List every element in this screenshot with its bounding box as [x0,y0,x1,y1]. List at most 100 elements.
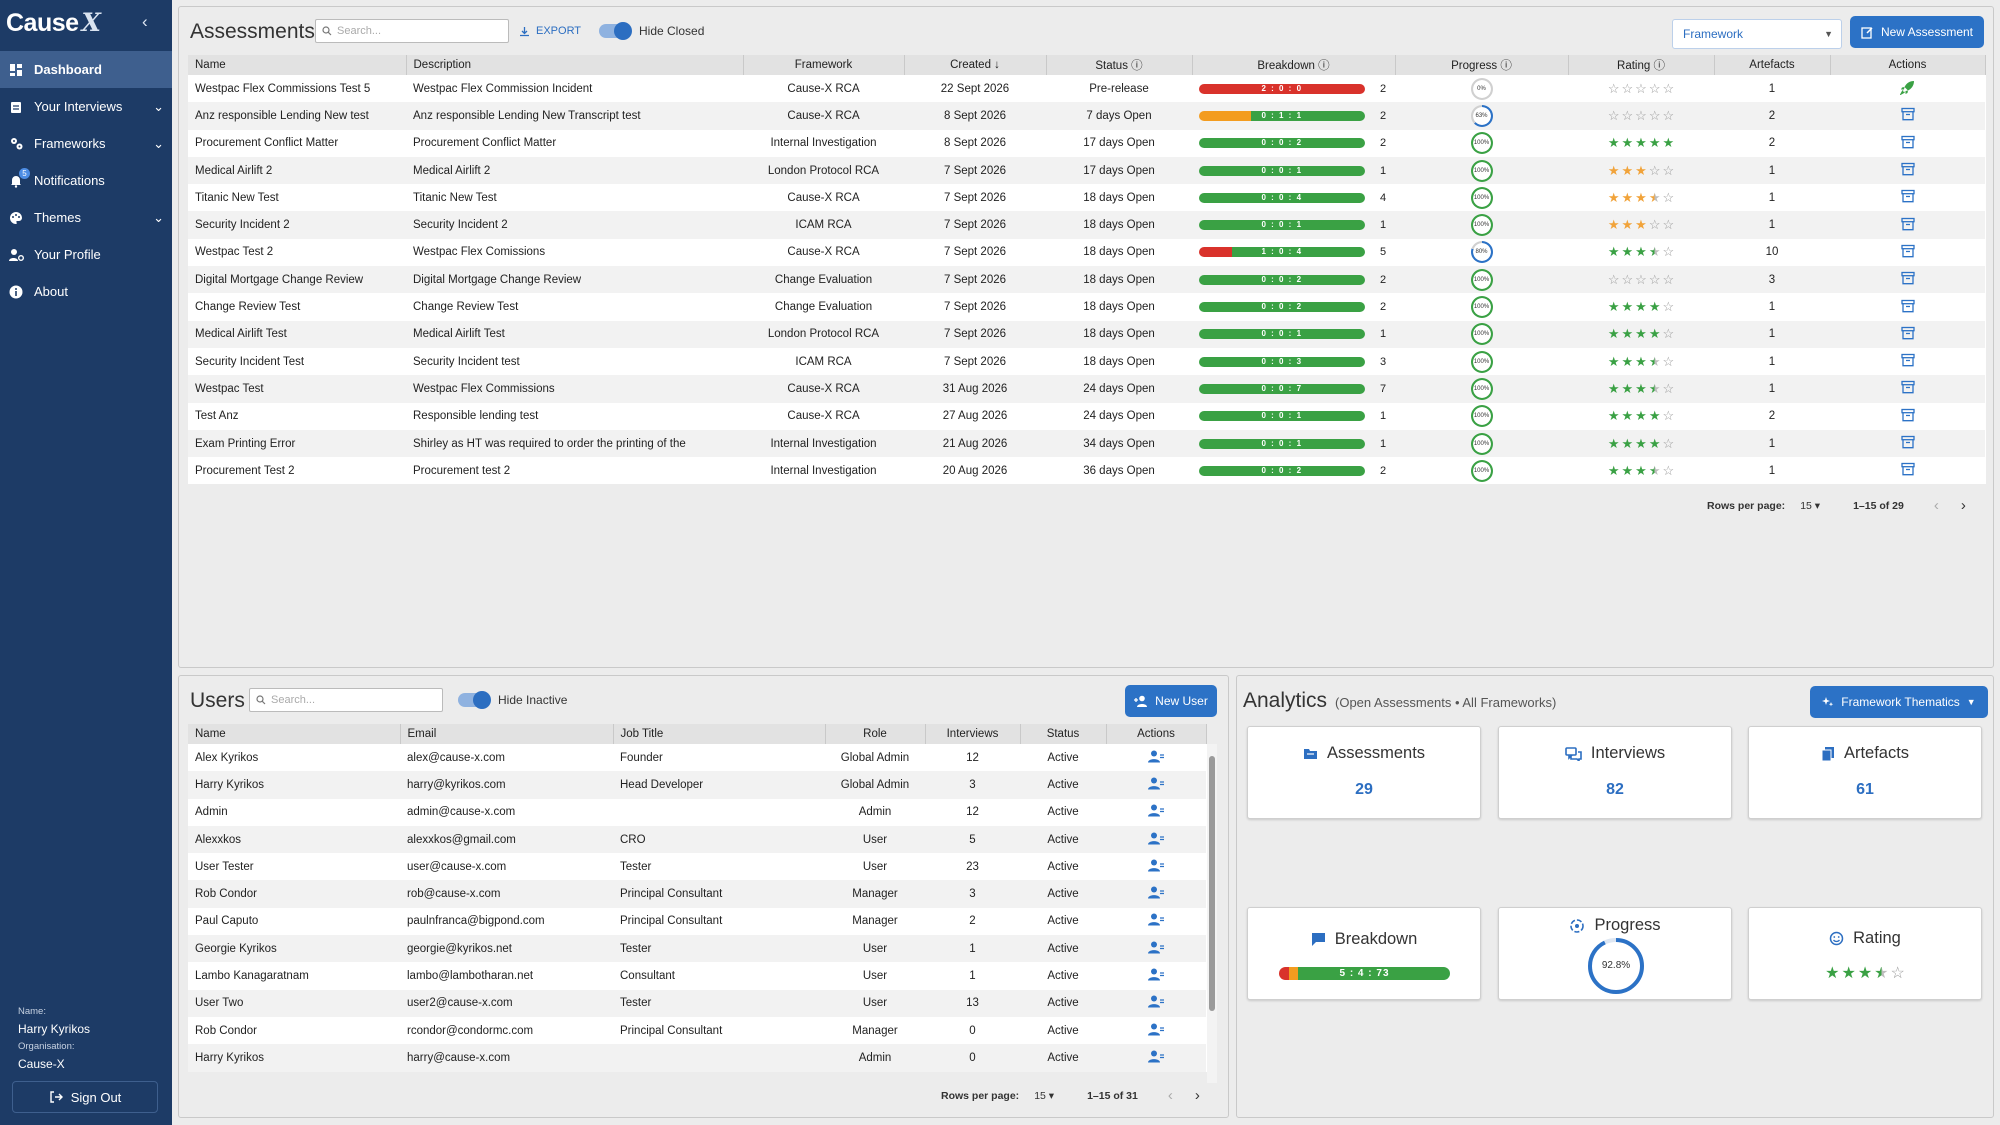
archive-icon[interactable] [1900,272,1915,288]
edit-user-icon[interactable] [1148,859,1164,875]
assessment-name[interactable]: Westpac Test 2 [195,246,274,259]
app-logo[interactable]: Cause X [6,8,101,37]
table-row[interactable]: Harry Kyrikos harry@kyrikos.com Head Devel… [188,771,1206,799]
assessment-name[interactable]: Change Review Test [195,301,301,314]
table-row[interactable]: Georgie Kyrikos georgie@kyrikos.net Tester… [188,935,1206,963]
edit-user-icon[interactable] [1148,886,1164,902]
edit-user-icon[interactable] [1148,1023,1164,1039]
rating-stat-card[interactable]: Rating ★ ★ ★ ★ ☆ [1748,907,1982,1000]
column-header-status[interactable]: Status [1020,724,1107,744]
archive-icon[interactable] [1900,108,1915,124]
rows-per-page-select[interactable]: 15 ▾ [1034,1089,1055,1102]
framework-select[interactable]: Framework ▼ [1672,19,1842,49]
rocket-icon[interactable] [1899,80,1915,98]
column-header-created[interactable]: Created ↓ [904,55,1047,75]
table-row[interactable]: Rob Condor rcondor@condormc.com Principal … [188,1017,1206,1044]
table-row[interactable]: User Tester user@cause-x.com Tester User 23 A… [188,853,1206,880]
assessment-name[interactable]: Westpac Test [188,375,406,403]
table-row[interactable]: Alex Kyrikos alex@cause-x.com Founder Globa… [188,744,1206,771]
table-row[interactable]: Security Incident 2 Security Incident 2 IC… [188,211,1985,239]
edit-user-icon[interactable] [1148,750,1164,766]
framework-thematics-dropdown[interactable]: Framework Thematics ▼ [1810,686,1988,718]
hide-inactive-toggle[interactable]: Hide Inactive [458,691,567,709]
assessment-name[interactable]: Medical Airlift 2 [188,156,406,185]
archive-icon[interactable] [1900,217,1915,234]
column-header-name[interactable]: Name [188,55,407,75]
assessment-name[interactable]: Digital Mortgage Change Review [188,266,406,294]
edit-user-icon[interactable] [1148,913,1164,929]
table-row[interactable]: Harry Kyrikos harry@cause-x.com Admin 0 Acti… [188,1044,1206,1072]
next-page-icon[interactable]: › [1194,1087,1200,1104]
assessment-name[interactable]: Procurement Conflict Matter [195,137,339,150]
sidebar-item-notifications[interactable]: 5 Notifications [0,162,172,199]
next-page-icon[interactable]: › [1960,497,1966,514]
sign-out-button[interactable]: Sign Out [12,1081,158,1113]
archive-icon[interactable] [1900,299,1915,316]
table-row[interactable]: Westpac Flex Commissions Test 5 Westpac F… [188,75,1985,102]
column-header-job-title[interactable]: Job Title [613,724,826,744]
edit-user-icon[interactable] [1148,1050,1164,1066]
sidebar-item-dashboard[interactable]: Dashboard [0,51,172,88]
table-row[interactable]: Security Incident Test Security Incident … [188,348,1985,375]
interviews-stat-card[interactable]: Interviews 82 [1498,726,1732,819]
archive-icon[interactable] [1900,326,1915,343]
table-row[interactable]: Titanic New Test Titanic New Test Cause-X … [188,184,1985,211]
archive-icon[interactable] [1900,353,1915,370]
column-header-role[interactable]: Role [825,724,926,744]
artefacts-stat-card[interactable]: Artefacts 61 [1748,726,1982,819]
archive-icon[interactable] [1900,162,1915,179]
table-row[interactable]: Lambo Kanagaratnam lambo@lambotharan.net C… [188,962,1206,989]
assessment-name[interactable]: Security Incident 2 [188,211,406,239]
table-row[interactable]: Anz responsible Lending New test Anz resp… [188,102,1985,130]
column-header-actions[interactable]: Actions [1106,724,1207,744]
edit-user-icon[interactable] [1148,941,1164,957]
column-header-name[interactable]: Name [188,724,401,744]
prev-page-icon[interactable]: ‹ [1933,497,1939,514]
edit-user-icon[interactable] [1148,995,1164,1011]
column-header-status[interactable]: Status ⓘ [1046,55,1193,75]
export-button[interactable]: EXPORT [519,25,581,37]
hide-closed-toggle[interactable]: Hide Closed [599,22,704,40]
edit-user-icon[interactable] [1148,968,1164,984]
sidebar-item-your-interviews[interactable]: Your Interviews ⌄ [0,88,172,125]
breakdown-stat-card[interactable]: Breakdown 5 : 4 : 73 [1247,907,1481,1000]
table-row[interactable]: Medical Airlift 2 Medical Airlift 2 London… [188,156,1985,185]
assessment-name[interactable]: Anz responsible Lending New test [188,102,406,130]
edit-user-icon[interactable] [1148,777,1164,793]
table-row[interactable]: Digital Mortgage Change Review Digital Mo… [188,266,1985,294]
chevron-left-icon[interactable]: ‹ [142,12,148,31]
table-row[interactable]: Admin admin@cause-x.com Admin 12 Active [188,799,1206,826]
assessment-name[interactable]: Westpac Flex Commissions Test 5 [195,82,371,95]
new-assessment-button[interactable]: New Assessment [1850,16,1984,48]
archive-icon[interactable] [1900,135,1915,152]
sidebar-item-frameworks[interactable]: Frameworks ⌄ [0,125,172,162]
archive-icon[interactable] [1900,244,1915,261]
archive-icon[interactable] [1900,381,1915,397]
table-row[interactable]: Test Anz Responsible lending test Cause-X … [188,403,1985,430]
table-row[interactable]: User Two user2@cause-x.com Tester User 13 Act… [188,989,1206,1017]
table-row[interactable]: Alexxkos alexxkos@gmail.com CRO User 5 Active [188,825,1206,854]
assessment-name[interactable]: Procurement Test 2 [195,464,295,477]
table-row[interactable]: Westpac Test Westpac Flex Commissions Caus… [188,375,1985,403]
rows-per-page-select[interactable]: 15 ▾ [1800,499,1821,512]
assessments-stat-card[interactable]: Assessments 29 [1247,726,1481,819]
column-header-framework[interactable]: Framework [743,55,905,75]
column-header-interviews[interactable]: Interviews [925,724,1021,744]
assessment-name[interactable]: Titanic New Test [195,191,279,204]
table-row[interactable]: Medical Airlift Test Medical Airlift Test… [188,320,1985,348]
table-row[interactable]: Procurement Conflict Matter Procurement C… [188,130,1985,157]
table-row[interactable]: Change Review Test Change Review Test Chan… [188,293,1985,320]
users-scrollbar[interactable] [1207,744,1217,1083]
assessments-search-input[interactable]: Search... [315,19,509,43]
new-user-button[interactable]: New User [1125,685,1217,717]
assessment-name[interactable]: Security Incident Test [195,355,305,368]
edit-user-icon[interactable] [1148,832,1164,848]
progress-stat-card[interactable]: Progress 92.8% [1498,907,1732,1000]
prev-page-icon[interactable]: ‹ [1167,1087,1173,1104]
edit-user-icon[interactable] [1148,804,1164,820]
archive-icon[interactable] [1900,190,1915,206]
table-row[interactable]: Westpac Test 2 Westpac Flex Comissions Cau… [188,239,1985,266]
sidebar-item-your-profile[interactable]: Your Profile [0,236,172,273]
assessment-name[interactable]: Exam Printing Error [188,429,406,458]
table-row[interactable]: Rob Condor rob@cause-x.com Principal Consu… [188,880,1206,908]
